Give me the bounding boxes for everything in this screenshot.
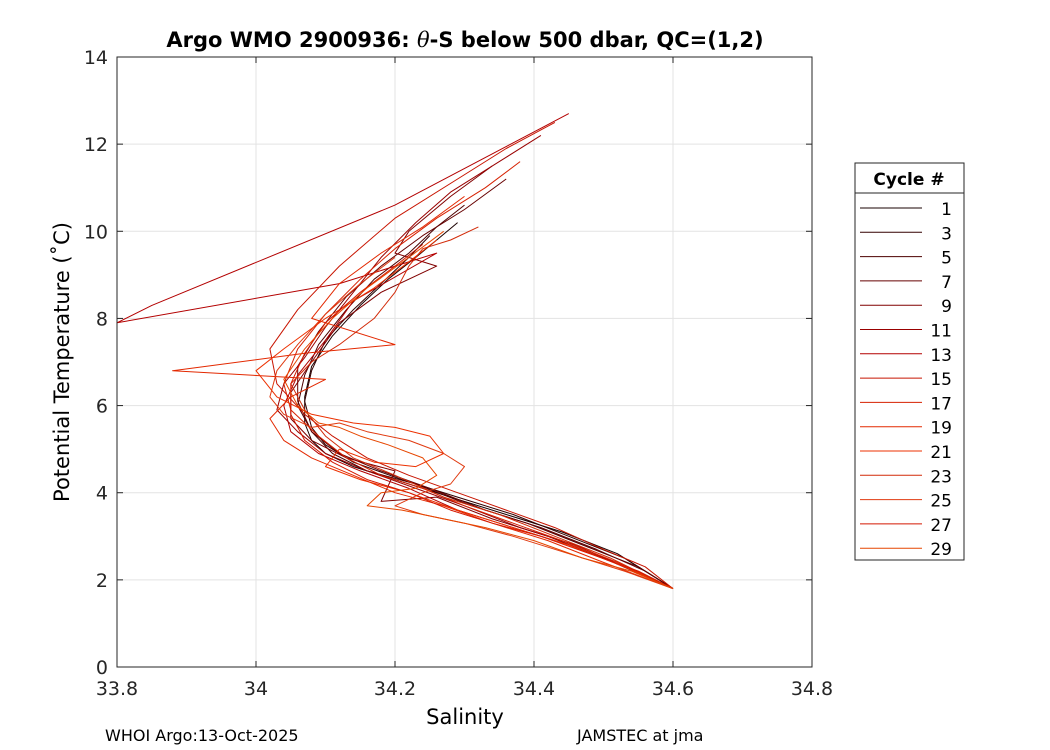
legend-label-cycle-23: 23 [930, 467, 952, 487]
x-tick-label: 34 [244, 678, 268, 700]
title-suffix: -S below 500 dbar, QC=(1,2) [430, 28, 764, 52]
legend-box [854, 162, 965, 561]
x-tick-label: 34.6 [652, 678, 694, 700]
x-tick-label: 34.8 [791, 678, 833, 700]
y-tick-label: 12 [84, 134, 108, 156]
x-tick-label: 34.4 [513, 678, 555, 700]
legend-label-cycle-29: 29 [930, 540, 952, 560]
y-tick-label: 8 [96, 308, 108, 330]
legend-label-cycle-15: 15 [930, 370, 952, 390]
y-tick-label: 2 [96, 570, 108, 592]
legend-label-cycle-21: 21 [930, 443, 952, 463]
title-theta: θ [417, 28, 430, 52]
legend-label-cycle-11: 11 [930, 322, 952, 342]
series-line-cycle-17 [283, 161, 674, 590]
legend-label-cycle-5: 5 [941, 249, 952, 269]
legend-title: Cycle # [873, 170, 944, 190]
series-line-cycle-25 [269, 257, 674, 590]
x-tick-label: 33.8 [96, 678, 138, 700]
legend-label-cycle-27: 27 [930, 516, 952, 536]
legend-label-cycle-3: 3 [941, 224, 952, 244]
chart-title: Argo WMO 2900936: θ-S below 500 dbar, QC… [166, 28, 763, 52]
x-tick-label: 34.2 [374, 678, 416, 700]
y-tick-label: 10 [84, 221, 108, 243]
x-axis-label: Salinity [426, 705, 504, 729]
series-line-cycle-9 [290, 165, 674, 590]
y-axis-ticks: 0 2 4 6 8 10 12 14 [84, 47, 812, 679]
series-line-cycle-15 [269, 121, 674, 589]
axes-box [116, 56, 813, 668]
legend-label-cycle-25: 25 [930, 492, 952, 512]
legend-label-cycle-13: 13 [930, 346, 952, 366]
series-line-cycle-7 [297, 178, 674, 590]
y-tick-label: 6 [96, 396, 108, 418]
plot-background [117, 57, 812, 667]
legend-label-cycle-9: 9 [941, 297, 952, 317]
series-line-cycle-23 [290, 226, 674, 590]
series-line-cycle-11 [276, 134, 674, 590]
title-prefix: Argo WMO 2900936: [166, 28, 417, 52]
plot-area [116, 56, 813, 668]
series-line-cycle-27 [290, 244, 674, 590]
y-tick-label: 4 [96, 483, 108, 505]
footer-right: JAMSTEC at jma [577, 726, 704, 745]
legend-label-cycle-17: 17 [930, 394, 952, 414]
legend-label-cycle-19: 19 [930, 419, 952, 439]
y-tick-label: 0 [96, 657, 108, 679]
series-line-cycle-1 [304, 222, 674, 590]
legend-label-cycle-7: 7 [941, 273, 952, 293]
y-tick-label: 14 [84, 47, 108, 69]
footer-left: WHOI Argo:13-Oct-2025 [105, 726, 299, 745]
legend-label-cycle-1: 1 [941, 200, 952, 220]
series-line-cycle-29 [283, 230, 674, 590]
y-axis-label: Potential Temperature (˚C) [50, 222, 74, 502]
x-axis-ticks: 33.8 34 34.2 34.4 34.6 34.8 [96, 57, 833, 700]
